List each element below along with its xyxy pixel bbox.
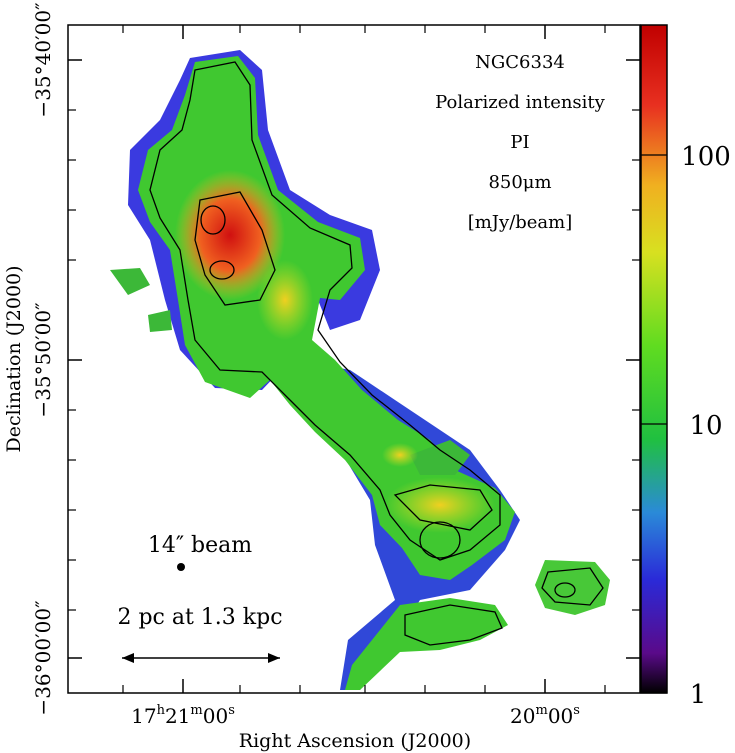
map-east-blob (535, 560, 610, 615)
colorbar-tick-label-1: 1 (690, 680, 707, 710)
beam-label: 14″ beam (148, 533, 252, 558)
x-axis-label: Right Ascension (J2000) (239, 730, 471, 752)
title-line-4: 850μm (488, 172, 551, 193)
scale-bar (122, 653, 280, 663)
y-tick-label-3: −36°00′00″ (31, 600, 55, 715)
title-line-5: [mJy/beam] (468, 212, 573, 233)
colorbar-tick-label-3: 100 (681, 142, 731, 172)
map-contours (149, 61, 604, 646)
title-line-3: PI (510, 132, 529, 153)
plot-frame (67, 24, 641, 694)
y-tick-label-2: −35°50′00″ (31, 302, 55, 417)
map-warm-mid (382, 443, 418, 467)
colorbar (640, 24, 668, 694)
x-tick-label-2: 20m00s (510, 703, 580, 728)
intensity-map (110, 50, 610, 690)
frame-major-ticks (68, 25, 640, 693)
colorbar-ticks (641, 154, 667, 694)
beam-marker (177, 563, 185, 571)
map-warm-south (385, 477, 495, 533)
title-line-2: Polarized intensity (435, 92, 606, 113)
y-axis-label: Declination (J2000) (3, 265, 25, 452)
colorbar-tick-label-2: 10 (689, 411, 722, 441)
title-line-1: NGC6334 (475, 52, 565, 73)
scale-label: 2 pc at 1.3 kpc (117, 605, 282, 630)
frame-minor-ticks (68, 25, 640, 693)
y-tick-label-1: −35°40′00″ (31, 2, 55, 117)
map-ne-patch (410, 440, 470, 475)
map-west-patch (110, 268, 150, 295)
map-warm-core (257, 260, 313, 340)
x-tick-label-1: 17h21m00s (131, 703, 235, 728)
map-west-patch-2 (148, 310, 172, 332)
